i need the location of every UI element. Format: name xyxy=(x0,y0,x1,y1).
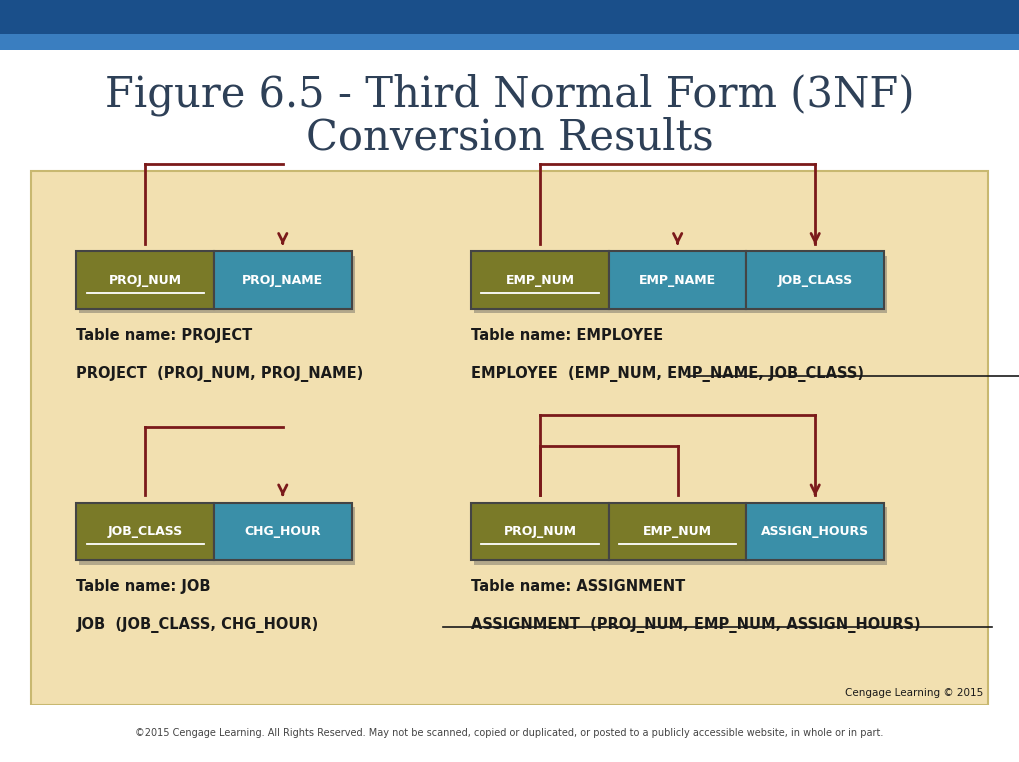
Text: PROJ_NAME: PROJ_NAME xyxy=(243,274,323,287)
Text: ASSIGNMENT  (PROJ_NUM, EMP_NUM, ASSIGN_HOURS): ASSIGNMENT (PROJ_NUM, EMP_NUM, ASSIGN_HO… xyxy=(471,617,921,633)
Text: EMP_NUM: EMP_NUM xyxy=(505,274,575,287)
Text: PROJ_NUM: PROJ_NUM xyxy=(109,274,181,287)
Text: ©2015 Cengage Learning. All Rights Reserved. May not be scanned, copied or dupli: ©2015 Cengage Learning. All Rights Reser… xyxy=(136,728,883,738)
FancyBboxPatch shape xyxy=(471,503,609,560)
Text: Table name: EMPLOYEE: Table name: EMPLOYEE xyxy=(471,328,663,343)
Text: JOB_CLASS: JOB_CLASS xyxy=(108,525,182,538)
FancyBboxPatch shape xyxy=(214,503,352,560)
Text: JOB_CLASS: JOB_CLASS xyxy=(777,274,853,287)
FancyBboxPatch shape xyxy=(217,256,355,313)
Bar xyxy=(0,0,1019,34)
FancyBboxPatch shape xyxy=(76,251,214,309)
FancyBboxPatch shape xyxy=(217,507,355,565)
FancyBboxPatch shape xyxy=(76,503,214,560)
FancyBboxPatch shape xyxy=(79,507,217,565)
FancyBboxPatch shape xyxy=(214,251,352,309)
Bar xyxy=(31,171,988,705)
FancyBboxPatch shape xyxy=(609,503,746,560)
Text: Table name: PROJECT: Table name: PROJECT xyxy=(76,328,253,343)
Text: EMPLOYEE  (EMP_NUM, EMP_NAME, JOB_CLASS): EMPLOYEE (EMP_NUM, EMP_NAME, JOB_CLASS) xyxy=(471,366,864,382)
Text: Table name: ASSIGNMENT: Table name: ASSIGNMENT xyxy=(471,579,686,594)
FancyBboxPatch shape xyxy=(475,507,611,565)
FancyBboxPatch shape xyxy=(79,256,217,313)
FancyBboxPatch shape xyxy=(746,251,884,309)
Text: Figure 6.5 - Third Normal Form (3NF): Figure 6.5 - Third Normal Form (3NF) xyxy=(105,74,914,117)
FancyBboxPatch shape xyxy=(746,503,884,560)
FancyBboxPatch shape xyxy=(611,256,749,313)
FancyBboxPatch shape xyxy=(471,251,609,309)
Text: Cengage Learning © 2015: Cengage Learning © 2015 xyxy=(845,688,983,698)
Text: Conversion Results: Conversion Results xyxy=(306,116,713,158)
Bar xyxy=(0,705,1019,762)
Bar xyxy=(0,50,1019,168)
FancyBboxPatch shape xyxy=(749,256,887,313)
FancyBboxPatch shape xyxy=(609,251,746,309)
Text: EMP_NAME: EMP_NAME xyxy=(639,274,716,287)
Text: PROJECT  (PROJ_NUM, PROJ_NAME): PROJECT (PROJ_NUM, PROJ_NAME) xyxy=(76,366,364,382)
Text: CHG_HOUR: CHG_HOUR xyxy=(245,525,321,538)
Text: JOB  (JOB_CLASS, CHG_HOUR): JOB (JOB_CLASS, CHG_HOUR) xyxy=(76,617,319,633)
Text: ASSIGN_HOURS: ASSIGN_HOURS xyxy=(761,525,869,538)
Bar xyxy=(0,34,1019,50)
FancyBboxPatch shape xyxy=(611,507,749,565)
Text: EMP_NUM: EMP_NUM xyxy=(643,525,712,538)
FancyBboxPatch shape xyxy=(475,256,611,313)
Text: PROJ_NUM: PROJ_NUM xyxy=(503,525,577,538)
Text: Table name: JOB: Table name: JOB xyxy=(76,579,211,594)
FancyBboxPatch shape xyxy=(749,507,887,565)
